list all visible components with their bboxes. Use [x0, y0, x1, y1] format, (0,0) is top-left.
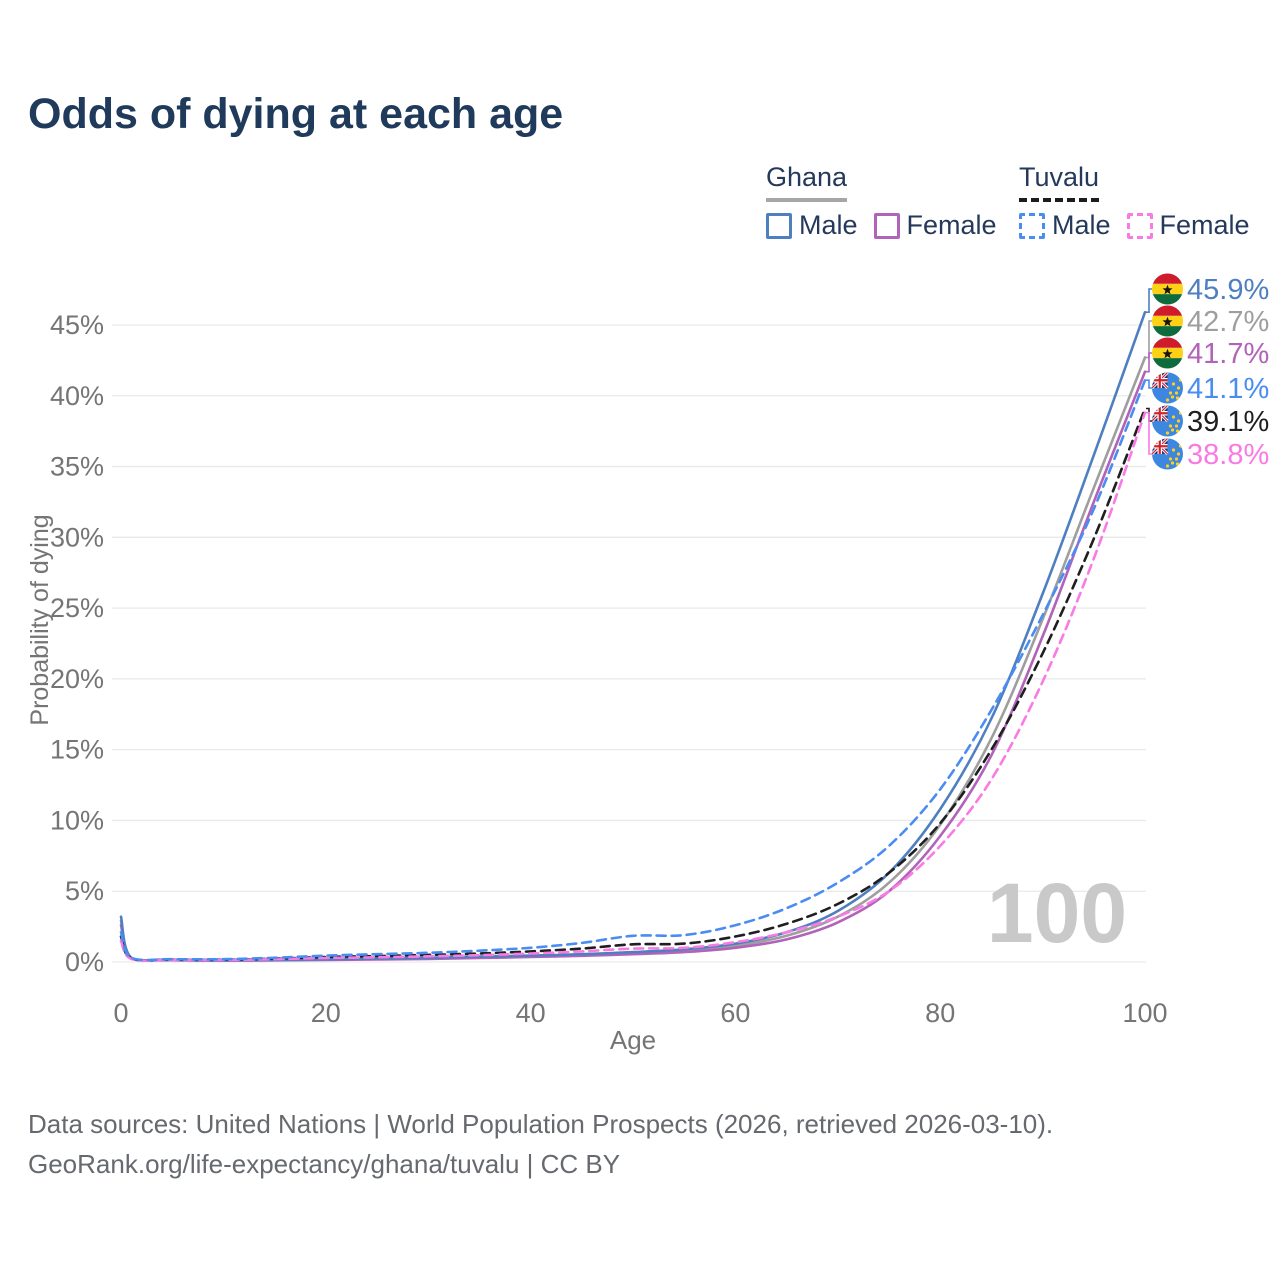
- y-tick-label: 5%: [65, 876, 104, 906]
- y-tick-label: 35%: [50, 452, 104, 482]
- label-leader-line: [1146, 320, 1152, 359]
- footer-line-sources: Data sources: United Nations | World Pop…: [28, 1109, 1054, 1139]
- legend-item-ghana-female[interactable]: Female: [873, 210, 997, 241]
- y-tick-label: 45%: [50, 310, 104, 340]
- x-axis-title: Age: [610, 1025, 656, 1055]
- label-leader-line: [1146, 288, 1152, 313]
- x-tick-label: 0: [113, 998, 128, 1028]
- y-tick-label: 40%: [50, 381, 104, 411]
- data-source-footer: Data sources: United Nations | World Pop…: [28, 1104, 1053, 1184]
- ghana-female-checkbox[interactable]: [873, 212, 900, 239]
- end-value-label: 41.1%: [1187, 373, 1269, 405]
- label-leader-line: [1146, 379, 1152, 389]
- label-leader-line: [1146, 352, 1152, 373]
- x-tick-label: 40: [516, 998, 546, 1028]
- end-value-label: 38.8%: [1187, 439, 1269, 471]
- legend-item-label: Female: [1159, 210, 1250, 240]
- tuvalu-female-checkbox[interactable]: [1126, 212, 1153, 239]
- legend-item-label: Male: [799, 210, 858, 240]
- series-line-ghana-male[interactable]: [119, 310, 1147, 962]
- y-tick-label: 15%: [50, 735, 104, 765]
- y-tick-label: 30%: [50, 522, 104, 552]
- legend-item-tuvalu-female[interactable]: Female: [1126, 210, 1250, 241]
- age-watermark-label: 100: [987, 866, 1127, 960]
- x-tick-label: 60: [720, 998, 750, 1028]
- legend-group-tuvalu: Tuvalu Male Female: [1019, 162, 1250, 241]
- y-tick-label: 20%: [50, 664, 104, 694]
- legend-item-tuvalu-male[interactable]: Male: [1019, 210, 1111, 241]
- y-axis-title: Probability of dying: [26, 514, 54, 725]
- ghana-flag-icon: [1152, 337, 1183, 369]
- tuvalu-flag-icon: [1152, 372, 1183, 404]
- y-tick-label: 0%: [65, 947, 104, 977]
- label-leader-line: [1146, 411, 1152, 455]
- y-tick-label: 25%: [50, 593, 104, 623]
- tuvalu-male-checkbox[interactable]: [1019, 212, 1045, 239]
- x-tick-label: 100: [1122, 998, 1167, 1028]
- legend-item-label: Female: [906, 210, 997, 240]
- legend: Ghana Male Female Tuvalu Male: [0, 0, 1280, 250]
- series-line-tuvalu-male[interactable]: [119, 378, 1147, 962]
- legend-items-tuvalu: Male Female: [1019, 210, 1250, 241]
- footer-line-attribution: GeoRank.org/life-expectancy/ghana/tuvalu…: [28, 1149, 621, 1179]
- legend-country-tuvalu: Tuvalu: [1019, 162, 1100, 202]
- ghana-flag-icon: [1152, 305, 1183, 337]
- legend-country-ghana: Ghana: [766, 162, 848, 202]
- tuvalu-flag-icon: [1152, 405, 1183, 437]
- tuvalu-flag-icon: [1152, 438, 1183, 470]
- end-value-label: 39.1%: [1187, 406, 1269, 438]
- legend-group-ghana: Ghana Male Female: [766, 162, 997, 241]
- legend-item-ghana-male[interactable]: Male: [766, 210, 858, 241]
- legend-items-ghana: Male Female: [766, 210, 997, 241]
- ghana-flag-icon: [1152, 273, 1183, 305]
- x-tick-label: 80: [925, 998, 955, 1028]
- y-tick-label: 10%: [50, 805, 104, 835]
- end-value-label: 42.7%: [1187, 306, 1269, 338]
- ghana-male-checkbox[interactable]: [766, 212, 792, 239]
- x-tick-label: 20: [311, 998, 341, 1028]
- series-line-tuvalu-female[interactable]: [119, 411, 1147, 962]
- page-title: Odds of dying at each age: [28, 90, 564, 138]
- end-value-label: 45.9%: [1187, 274, 1269, 306]
- end-value-label: 41.7%: [1187, 338, 1269, 370]
- legend-item-label: Male: [1052, 210, 1111, 240]
